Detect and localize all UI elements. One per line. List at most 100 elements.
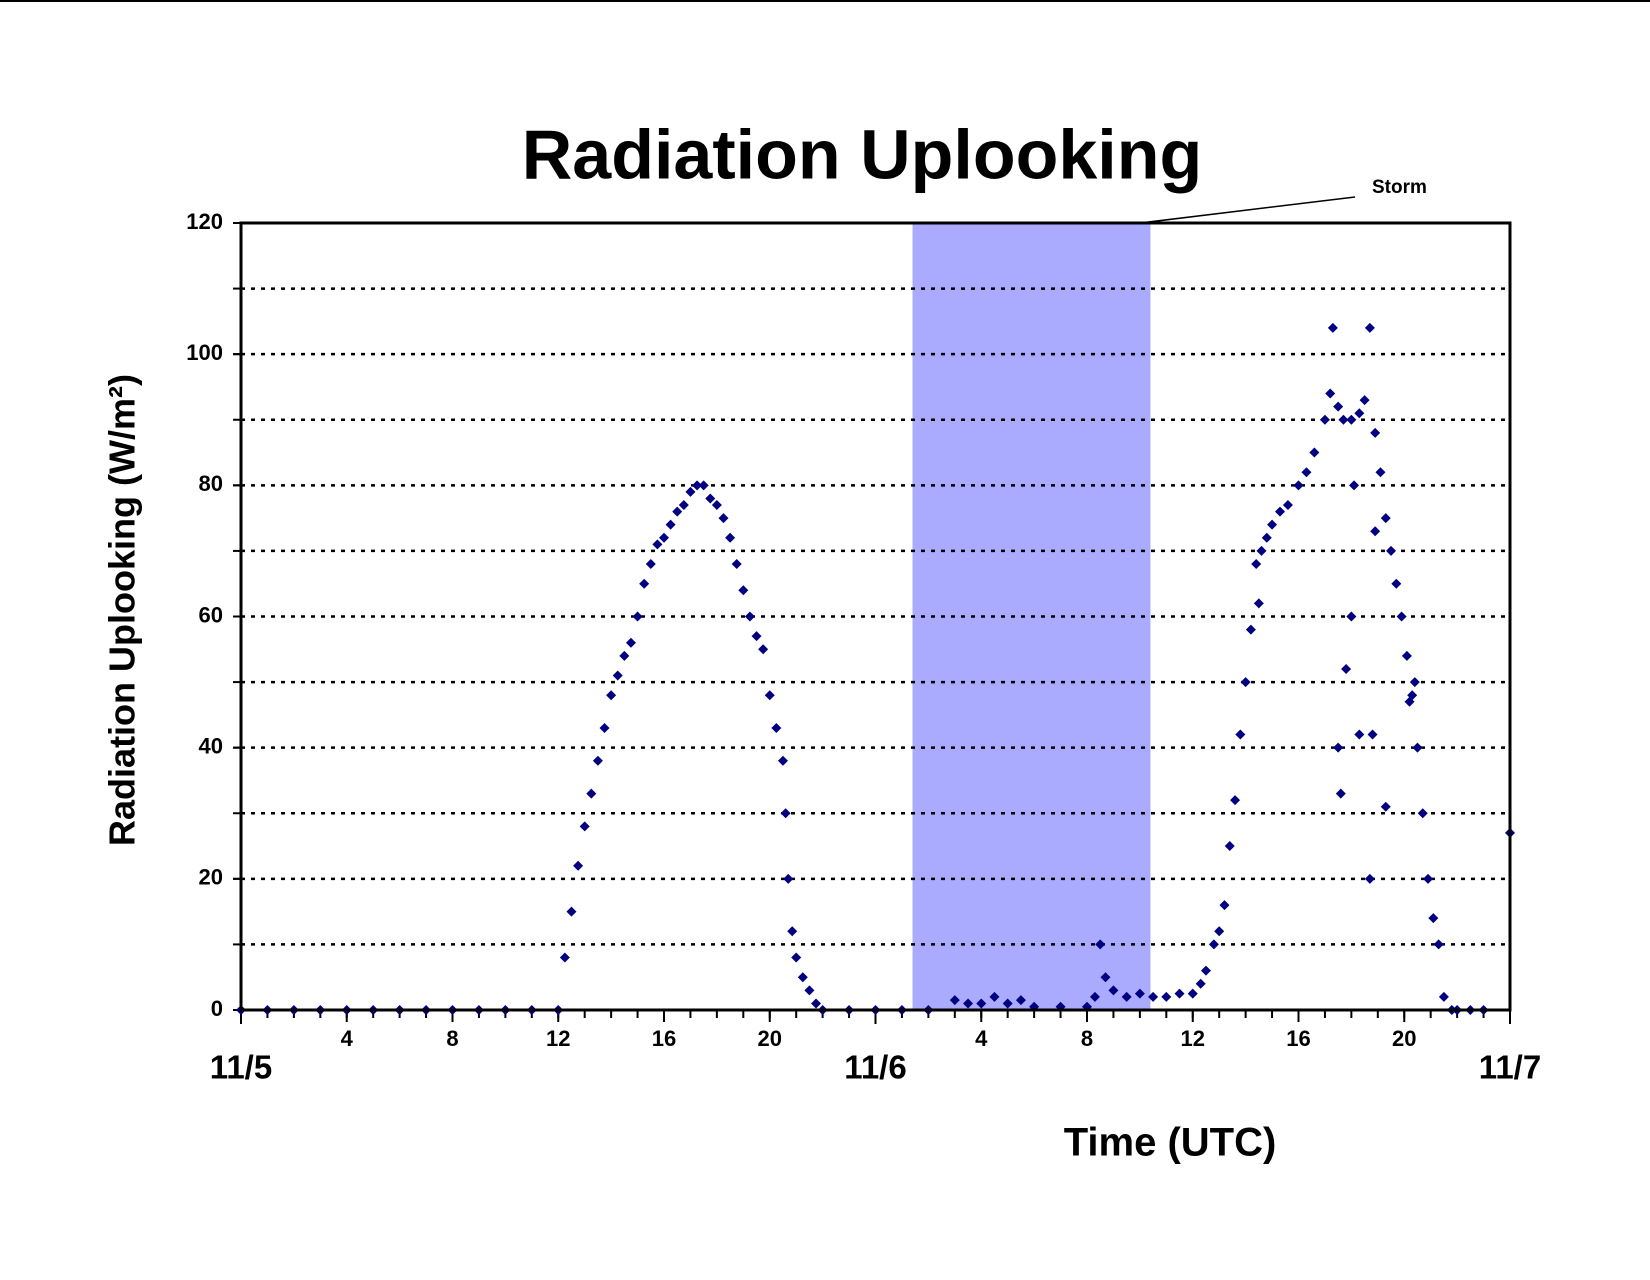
x-tick-label: 16 — [652, 1026, 676, 1051]
point — [1380, 513, 1391, 524]
x-tick-label: 20 — [1392, 1026, 1416, 1051]
point — [744, 611, 755, 622]
point — [678, 500, 689, 511]
y-tick-label: 60 — [199, 602, 223, 627]
point — [692, 480, 703, 491]
point — [1364, 873, 1375, 884]
point — [780, 808, 791, 819]
point — [989, 991, 1000, 1002]
point — [1396, 611, 1407, 622]
point — [592, 755, 603, 766]
point — [1438, 991, 1449, 1002]
point — [751, 631, 762, 642]
point — [1333, 742, 1344, 753]
storm-label: Storm — [1372, 177, 1427, 198]
point — [1002, 998, 1013, 1009]
point — [1327, 322, 1338, 333]
point — [1187, 988, 1198, 999]
point — [1267, 519, 1278, 530]
point — [976, 998, 987, 1009]
y-tick-label: 0 — [211, 996, 223, 1021]
point — [1245, 624, 1256, 635]
point — [797, 972, 808, 983]
point — [1417, 808, 1428, 819]
point — [1309, 447, 1320, 458]
point — [1261, 532, 1272, 543]
x-date-label: 11/6 — [844, 1049, 906, 1086]
point — [1274, 506, 1285, 517]
point — [1235, 729, 1246, 740]
point — [1325, 388, 1336, 399]
point — [1433, 939, 1444, 950]
point — [1367, 729, 1378, 740]
point — [963, 998, 974, 1009]
point — [1301, 467, 1312, 478]
point — [632, 611, 643, 622]
point — [1015, 995, 1026, 1006]
point — [1354, 729, 1365, 740]
point — [949, 995, 960, 1006]
point — [1089, 991, 1100, 1002]
point — [1293, 480, 1304, 491]
point — [758, 644, 769, 655]
x-tick-label: 8 — [446, 1026, 458, 1051]
point — [1428, 913, 1439, 924]
point — [1333, 401, 1344, 412]
point — [1219, 900, 1230, 911]
point — [1346, 414, 1357, 425]
point — [1256, 545, 1267, 556]
x-date-label: 11/5 — [210, 1049, 272, 1086]
y-tick-label: 20 — [199, 865, 223, 890]
point — [1370, 526, 1381, 537]
point — [1335, 788, 1346, 799]
point — [698, 480, 709, 491]
point — [771, 722, 782, 733]
point — [718, 513, 729, 524]
point — [1375, 467, 1386, 478]
point — [1161, 991, 1172, 1002]
point — [787, 926, 798, 937]
point — [1359, 395, 1370, 406]
x-tick-label: 4 — [975, 1026, 988, 1051]
point — [1240, 677, 1251, 688]
point — [1121, 991, 1132, 1002]
point — [711, 500, 722, 511]
point — [625, 637, 636, 648]
point — [705, 493, 716, 504]
point — [559, 952, 570, 963]
point — [1354, 408, 1365, 419]
point — [1386, 545, 1397, 556]
point — [1319, 414, 1330, 425]
point — [612, 670, 623, 681]
point — [1380, 801, 1391, 812]
point — [738, 585, 749, 596]
x-tick-label: 20 — [758, 1026, 782, 1051]
point — [783, 873, 794, 884]
point — [764, 690, 775, 701]
point — [1412, 742, 1423, 753]
x-tick-label: 12 — [1181, 1026, 1205, 1051]
chart-title: Radiation Uplooking — [522, 115, 1203, 193]
storm-leader — [1140, 196, 1356, 224]
point — [791, 952, 802, 963]
point — [1338, 414, 1349, 425]
y-tick-label: 100 — [186, 340, 223, 365]
point — [1200, 965, 1211, 976]
point — [1230, 795, 1241, 806]
point — [777, 755, 788, 766]
plot-frame — [239, 221, 1512, 1012]
point — [619, 650, 630, 661]
point — [579, 821, 590, 832]
point — [1401, 650, 1412, 661]
point — [1370, 427, 1381, 438]
point — [1341, 663, 1352, 674]
x-axis-title: Time (UTC) — [1064, 1121, 1277, 1165]
y-tick-label: 120 — [186, 209, 223, 234]
point — [1251, 559, 1262, 570]
point — [1134, 988, 1145, 999]
point — [645, 559, 656, 570]
x-tick-label: 4 — [341, 1026, 354, 1051]
point — [1195, 978, 1206, 989]
x-date-label: 11/7 — [1479, 1049, 1541, 1086]
